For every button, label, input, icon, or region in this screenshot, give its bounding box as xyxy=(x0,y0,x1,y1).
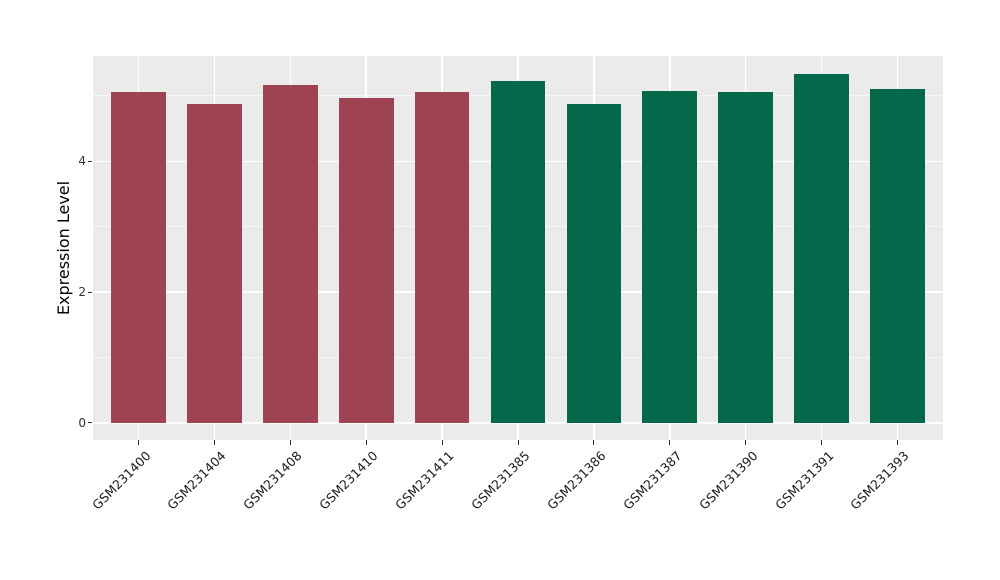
x-tick-mark xyxy=(365,440,367,445)
x-tick-mark xyxy=(593,440,595,445)
bar-GSM231387 xyxy=(642,90,698,423)
bar-GSM231410 xyxy=(338,97,394,423)
y-tick-mark xyxy=(88,291,92,293)
x-tick-mark xyxy=(138,440,140,445)
x-tick-mark xyxy=(213,440,215,445)
bar-GSM231411 xyxy=(414,91,470,423)
bar-GSM231400 xyxy=(111,91,166,423)
bar-GSM231385 xyxy=(490,80,546,423)
y-tick-mark xyxy=(88,160,92,162)
y-tick-label: 2 xyxy=(78,285,86,300)
y-axis-title: Expression Level xyxy=(54,180,73,316)
bar-GSM231404 xyxy=(187,103,242,423)
bar-GSM231393 xyxy=(870,88,925,423)
bar-GSM231408 xyxy=(263,85,318,423)
x-tick-mark xyxy=(896,440,898,445)
bar-GSM231386 xyxy=(566,104,622,423)
y-tick-label: 0 xyxy=(78,415,86,430)
y-tick-label: 4 xyxy=(78,154,86,169)
x-tick-mark xyxy=(289,440,291,445)
x-tick-mark xyxy=(517,440,519,445)
y-tick-mark xyxy=(88,422,92,424)
x-tick-mark xyxy=(821,440,823,445)
bar-GSM231390 xyxy=(718,91,773,423)
x-tick-mark xyxy=(441,440,443,445)
x-tick-mark xyxy=(745,440,747,445)
x-tick-mark xyxy=(669,440,671,445)
bar-GSM231391 xyxy=(794,74,849,423)
